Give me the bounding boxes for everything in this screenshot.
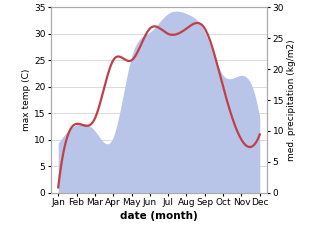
X-axis label: date (month): date (month) (120, 211, 198, 221)
Y-axis label: max temp (C): max temp (C) (22, 69, 31, 131)
Y-axis label: med. precipitation (kg/m2): med. precipitation (kg/m2) (287, 39, 296, 161)
